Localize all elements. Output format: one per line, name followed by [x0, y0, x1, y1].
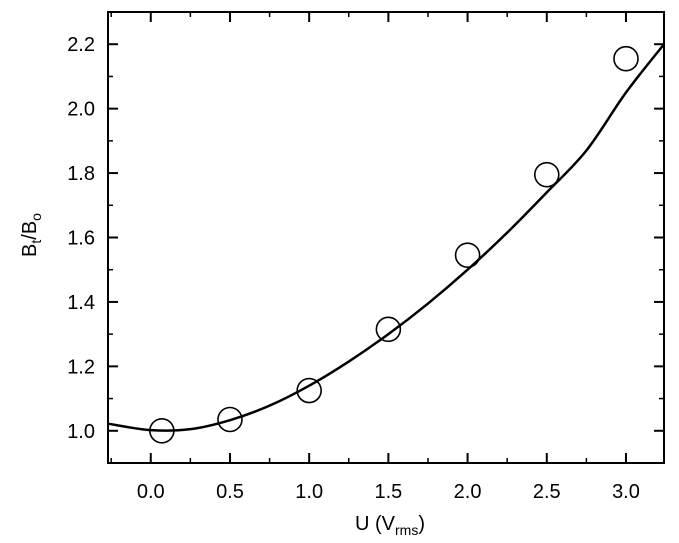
x-axis-title: U (Vrms): [355, 513, 425, 538]
x-tick-label: 3.0: [612, 481, 640, 503]
x-tick-label: 2.5: [533, 481, 561, 503]
data-point: [296, 377, 322, 404]
y-tick-label: 1.0: [67, 421, 95, 443]
data-point: [149, 417, 175, 444]
x-tick-label: 1.5: [374, 481, 402, 503]
y-tick-label: 2.0: [67, 99, 95, 121]
plot-area: [107, 11, 665, 464]
y-tick-label: 1.8: [67, 163, 95, 185]
data-point: [533, 161, 560, 188]
data-point: [375, 316, 402, 343]
x-tick-label: 1.0: [295, 481, 323, 503]
y-axis-title: Bt/Bo: [19, 213, 44, 257]
fit-curve: [107, 43, 665, 432]
y-tick-labels: 1.0 1.2 1.4 1.6 1.8 2.0 2.2: [67, 34, 95, 443]
y-tick-label: 1.2: [67, 356, 95, 378]
data-point: [217, 406, 243, 433]
x-tick-label: 0.0: [137, 481, 165, 503]
data-point: [454, 242, 481, 269]
x-tick-label: 2.0: [454, 481, 482, 503]
data-point: [613, 45, 639, 72]
plot-frame: [107, 11, 665, 464]
y-tick-label: 2.2: [67, 34, 95, 56]
x-tick-labels: 0.0 0.5 1.0 1.5 2.0 2.5 3.0: [137, 481, 640, 503]
x-tick-label: 0.5: [216, 481, 244, 503]
y-tick-label: 1.4: [67, 292, 95, 314]
y-tick-label: 1.6: [67, 228, 95, 250]
